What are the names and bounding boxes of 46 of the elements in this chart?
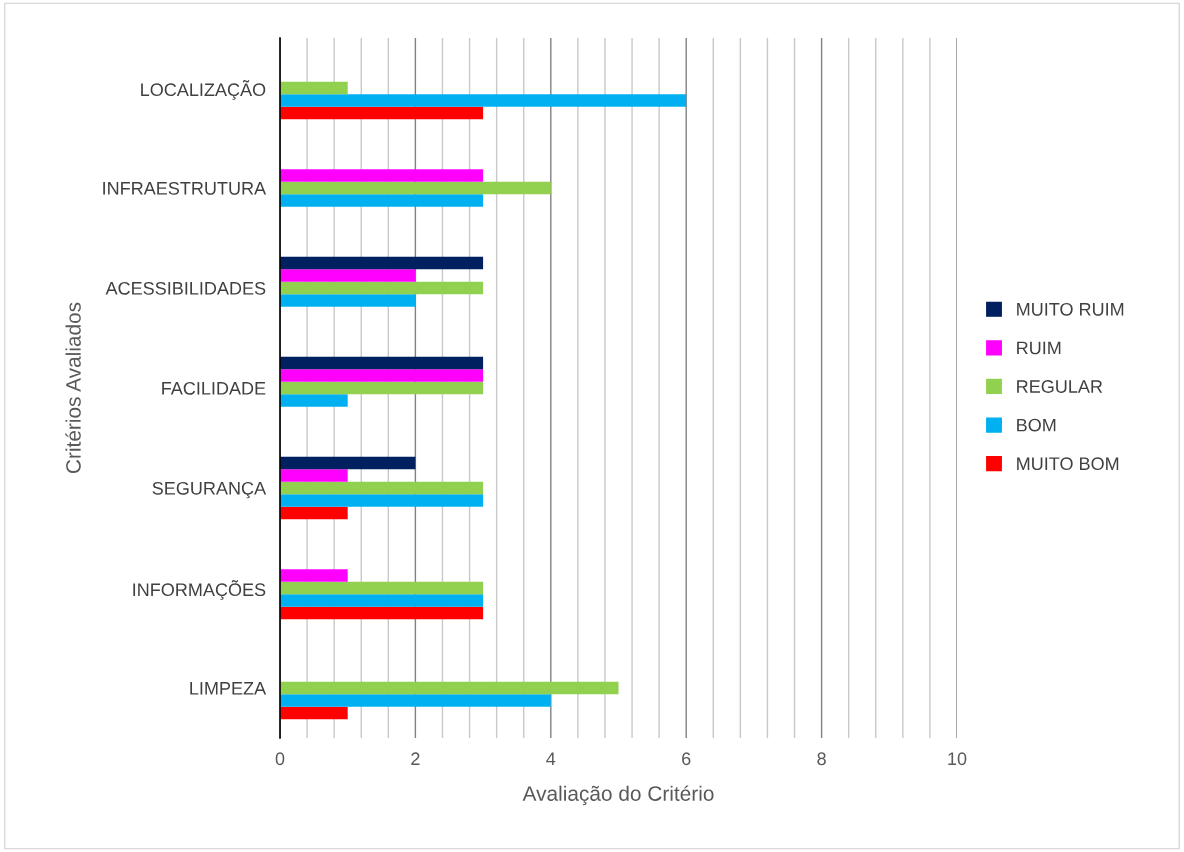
- bar: [280, 169, 484, 182]
- legend-label: MUITO RUIM: [1017, 302, 1124, 316]
- bar: [280, 594, 484, 607]
- y-tick-label: INFRAESTRUTURA: [103, 181, 267, 195]
- bar: [280, 256, 484, 270]
- bar: [280, 569, 348, 582]
- bar: [280, 369, 484, 382]
- y-tick-label: ACESSIBILIDADES: [105, 281, 266, 295]
- bar: [280, 381, 484, 395]
- bar: [280, 394, 348, 407]
- legend-label: MUITO BOM: [1017, 457, 1119, 471]
- x-axis-title: Avaliação do Critério: [522, 785, 714, 806]
- bar: [280, 194, 484, 207]
- bar: [280, 706, 348, 720]
- bar: [280, 694, 551, 707]
- x-tick-label: 8: [817, 752, 826, 766]
- bar: [280, 81, 348, 95]
- y-tick-label: INFORMAÇÕES: [133, 580, 266, 600]
- bar: [280, 94, 687, 107]
- bar: [280, 281, 484, 295]
- x-tick-label: 6: [682, 752, 691, 766]
- legend-label: RUIM: [1017, 341, 1061, 355]
- bar: [280, 181, 551, 195]
- y-tick-label: SEGURANÇA: [152, 481, 267, 499]
- legend-label: BOM: [1017, 418, 1056, 432]
- bar: [280, 681, 619, 695]
- bar: [280, 581, 484, 595]
- bar: [280, 506, 348, 520]
- y-tick-label: FACILIDADE: [162, 381, 266, 395]
- x-tick-label: 2: [411, 752, 420, 765]
- bar: [280, 294, 416, 307]
- bar: [280, 469, 348, 482]
- bar: [280, 456, 416, 470]
- bar: [280, 269, 416, 282]
- x-tick-label: 0: [275, 752, 285, 766]
- bar: [280, 606, 484, 620]
- y-tick-label: LIMPEZA: [190, 682, 267, 695]
- y-axis-title: Critérios Avaliados: [65, 302, 81, 474]
- bar: [280, 481, 484, 495]
- y-tick-label: LOCALIZAÇÃO: [141, 80, 266, 100]
- bar: [280, 106, 484, 120]
- legend-label: REGULAR: [1017, 380, 1103, 393]
- bar: [280, 494, 484, 507]
- x-tick-label: 4: [546, 752, 556, 765]
- bar: [280, 356, 484, 370]
- x-tick-label: 10: [948, 752, 967, 766]
